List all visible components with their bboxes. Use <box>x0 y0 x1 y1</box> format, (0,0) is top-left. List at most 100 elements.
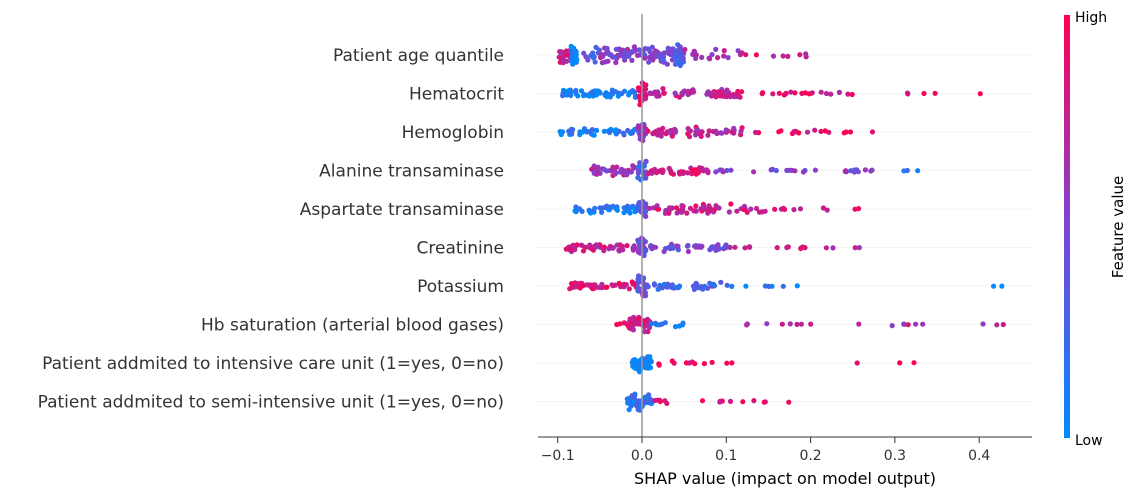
shap-point <box>776 129 782 135</box>
shap-point <box>641 124 647 130</box>
shap-point <box>772 206 778 212</box>
shap-point <box>642 46 648 52</box>
shap-point <box>734 208 740 214</box>
feature-label: Creatinine <box>417 239 504 259</box>
shap-point <box>674 205 680 211</box>
shap-point <box>694 126 700 132</box>
shap-point <box>856 206 862 212</box>
shap-point <box>557 129 563 135</box>
shap-point <box>812 167 819 173</box>
shap-point <box>693 167 699 173</box>
shap-point <box>640 138 646 144</box>
shap-point <box>668 284 675 290</box>
shap-point <box>700 168 707 174</box>
feature-label: Alanine transaminase <box>319 162 504 182</box>
shap-point <box>889 323 895 329</box>
shap-point <box>856 245 862 251</box>
shap-point <box>626 407 632 413</box>
shap-point <box>999 283 1005 289</box>
x-tick-label: 0.0 <box>631 448 653 464</box>
shap-point <box>732 244 738 250</box>
shap-point <box>980 321 986 327</box>
shap-point <box>715 55 721 61</box>
shap-point <box>852 245 858 251</box>
shap-point <box>723 127 729 133</box>
shap-point <box>693 55 699 62</box>
shap-point <box>614 164 620 170</box>
shap-point <box>624 46 631 53</box>
feature-label: Hematocrit <box>409 85 504 105</box>
shap-point <box>604 284 610 290</box>
shap-point <box>659 167 666 173</box>
shap-point <box>796 130 802 136</box>
shap-point <box>854 360 860 366</box>
shap-point <box>570 55 576 61</box>
shap-point <box>797 206 804 212</box>
x-tick-label: 0.2 <box>799 448 821 464</box>
shap-point <box>897 360 903 366</box>
shap-point <box>647 49 653 55</box>
shap-point <box>680 320 686 326</box>
shap-point <box>823 90 830 97</box>
shap-point <box>735 91 741 97</box>
shap-point <box>743 52 749 58</box>
shap-point <box>773 167 779 174</box>
shap-point <box>567 244 573 250</box>
shap-point <box>643 158 649 164</box>
shap-point <box>617 169 623 175</box>
shap-point <box>630 165 637 171</box>
shap-point <box>913 321 919 327</box>
shap-point <box>869 129 876 135</box>
shap-point <box>691 49 698 55</box>
shap-point <box>742 245 748 251</box>
shap-point <box>588 210 594 216</box>
shap-point <box>715 89 721 95</box>
shap-point <box>915 168 921 174</box>
shap-point <box>743 283 749 289</box>
shap-point <box>769 283 775 289</box>
shap-point <box>599 281 605 287</box>
shap-point <box>597 54 604 61</box>
shap-point <box>605 58 611 64</box>
shap-point <box>604 46 610 52</box>
feature-label: Aspartate transaminase <box>300 200 504 220</box>
shap-point <box>610 89 616 95</box>
shap-point <box>686 360 693 366</box>
shap-point <box>574 57 580 63</box>
x-axis-title: SHAP value (impact on model output) <box>634 469 936 488</box>
shap-point <box>731 125 737 131</box>
shap-point <box>613 131 619 137</box>
shap-point <box>689 171 695 177</box>
shap-point <box>667 51 674 58</box>
shap-point <box>613 170 619 176</box>
shap-point <box>709 91 715 97</box>
shap-point <box>841 130 847 136</box>
shap-point <box>724 360 730 366</box>
feature-rows: Patient age quantile Hematocrit Hemoglobin… <box>38 46 1032 413</box>
shap-point <box>729 360 735 366</box>
shap-point <box>640 90 646 96</box>
shap-point <box>770 91 776 97</box>
shap-point <box>836 89 843 95</box>
shap-point <box>685 131 691 137</box>
shap-point <box>768 167 774 173</box>
shap-point <box>932 90 938 96</box>
shap-point <box>824 207 830 213</box>
shap-point <box>564 92 570 98</box>
shap-point <box>705 210 711 216</box>
shap-point <box>609 282 615 288</box>
shap-point <box>905 91 911 97</box>
shap-point <box>921 90 927 97</box>
shap-point <box>744 321 751 327</box>
shap-point <box>791 207 797 213</box>
shap-point <box>604 94 610 100</box>
shap-point <box>675 243 681 249</box>
shap-point <box>668 206 674 212</box>
shap-point <box>664 61 670 67</box>
shap-point <box>672 127 678 133</box>
shap-point <box>646 358 652 364</box>
shap-point <box>739 125 745 131</box>
shap-point <box>785 53 791 60</box>
shap-point <box>568 92 574 99</box>
shap-point <box>820 205 827 211</box>
